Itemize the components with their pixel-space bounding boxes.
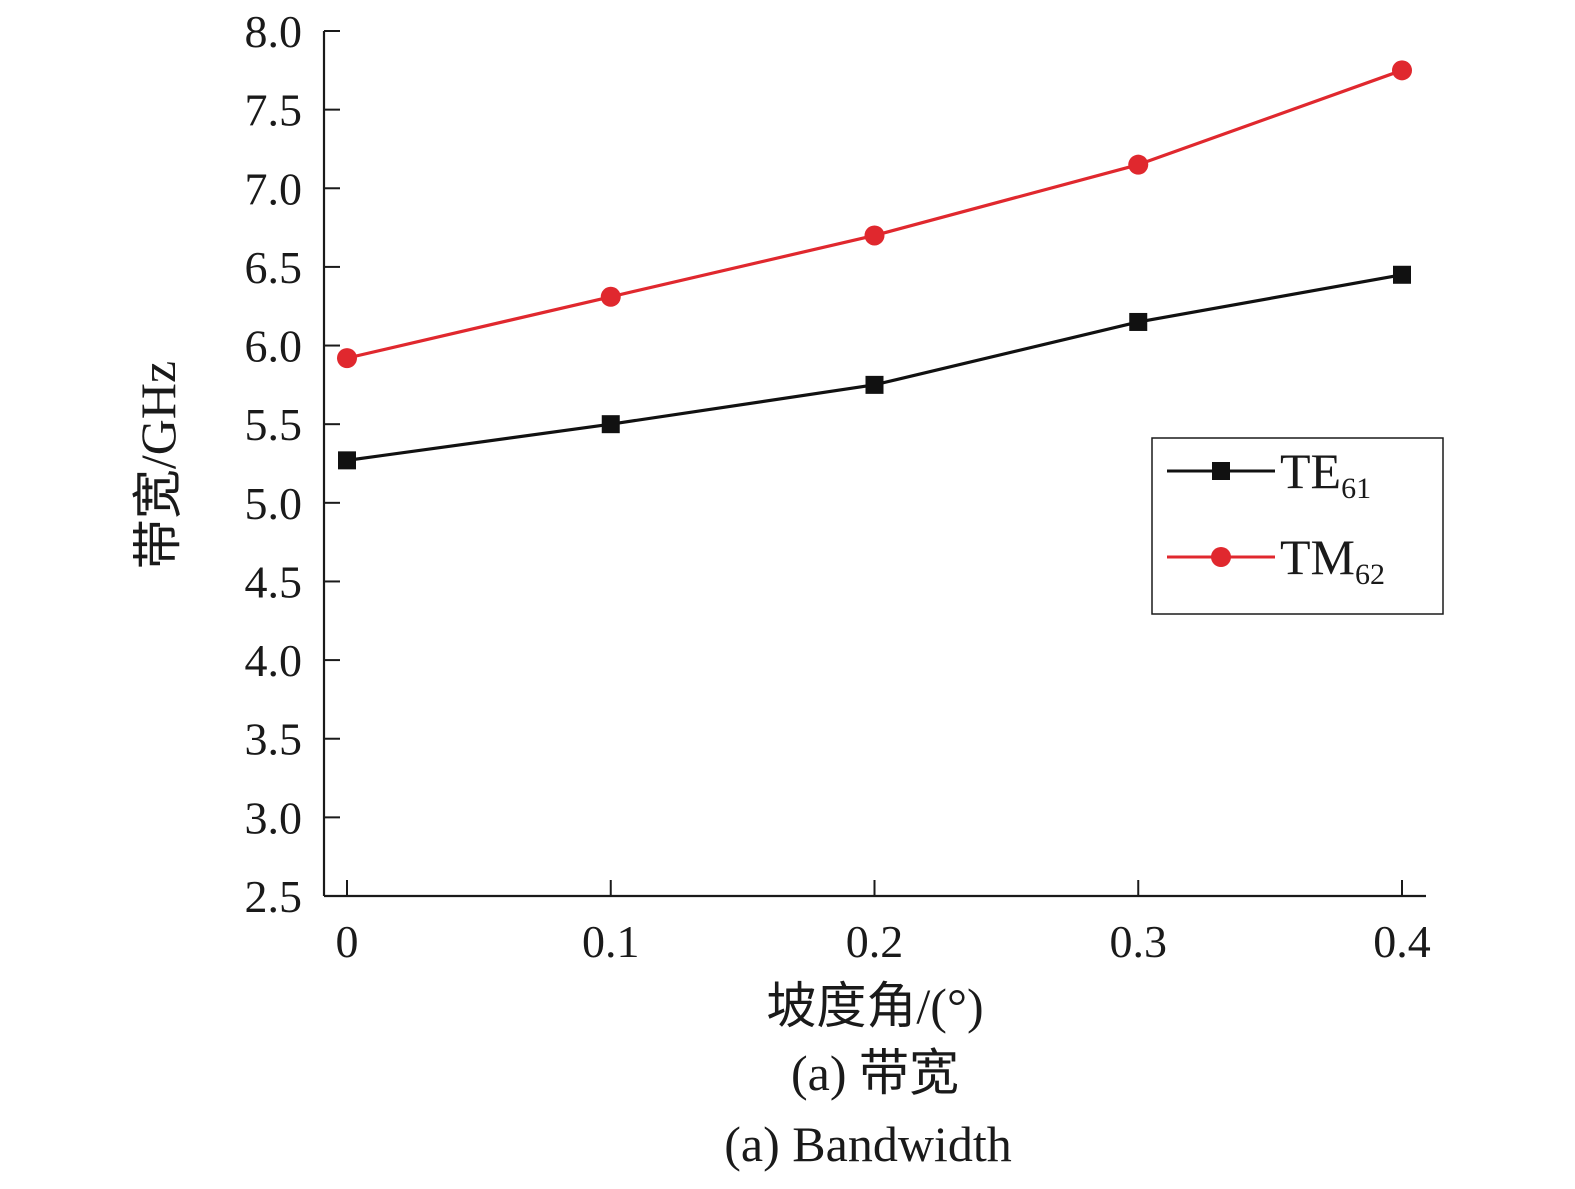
y-tick-label: 5.0	[245, 478, 303, 529]
y-tick-label: 6.5	[245, 242, 303, 293]
y-axis-title: 带宽/GHz	[130, 361, 186, 569]
caption-en: (a) Bandwidth	[724, 1116, 1011, 1172]
ticks: 2.5 3.0 3.5 4.0 4.5 5.0 5.5 6.0 6.5 7.0 7.5 8.0 0 0.1…	[245, 6, 1431, 967]
series	[337, 60, 1412, 470]
y-tick-label: 5.5	[245, 399, 303, 450]
y-tick-label: 4.5	[245, 556, 303, 607]
data-point-circle	[337, 348, 357, 369]
data-point-square	[865, 375, 884, 394]
x-tick-label: 0.3	[1110, 916, 1168, 967]
legend: TE61 TM62	[1151, 437, 1444, 615]
y-tick-label: 8.0	[245, 6, 303, 57]
data-point-circle	[600, 286, 621, 307]
y-tick-label: 4.0	[245, 635, 303, 686]
y-tick-label: 3.5	[245, 714, 303, 765]
y-tick-label: 7.0	[245, 163, 303, 214]
legend-label: TM62	[1280, 529, 1385, 591]
legend-marker-square	[1212, 462, 1230, 480]
y-tick-label: 7.5	[245, 85, 303, 136]
data-point-circle	[1128, 154, 1149, 175]
x-tick-label: 0.1	[582, 916, 640, 967]
legend-label: TE61	[1280, 443, 1371, 505]
x-axis-title: 坡度角/(°)	[766, 978, 983, 1034]
data-point-circle	[864, 225, 885, 246]
data-point-square	[601, 415, 620, 434]
series-tm62	[337, 60, 1412, 369]
series-te61	[338, 265, 1411, 470]
legend-box	[1151, 437, 1444, 615]
legend-entry: TM62	[1167, 529, 1385, 591]
y-tick-label: 3.0	[245, 792, 303, 843]
series-line	[346, 273, 1403, 462]
x-tick-label: 0	[336, 916, 359, 967]
data-point-square	[1393, 265, 1411, 284]
series-line	[346, 68, 1403, 360]
x-tick-label: 0.4	[1373, 916, 1431, 967]
legend-items: TE61 TM62	[1167, 443, 1385, 591]
x-tick-label: 0.2	[846, 916, 904, 967]
legend-marker-circle	[1211, 547, 1231, 567]
caption-zh: (a) 带宽	[791, 1045, 959, 1101]
data-point-circle	[1392, 60, 1412, 81]
data-point-square	[338, 451, 356, 470]
y-tick-label: 2.5	[245, 871, 303, 922]
legend-entry: TE61	[1167, 443, 1371, 505]
data-point-square	[1129, 312, 1148, 331]
y-tick-label: 6.0	[245, 321, 303, 372]
